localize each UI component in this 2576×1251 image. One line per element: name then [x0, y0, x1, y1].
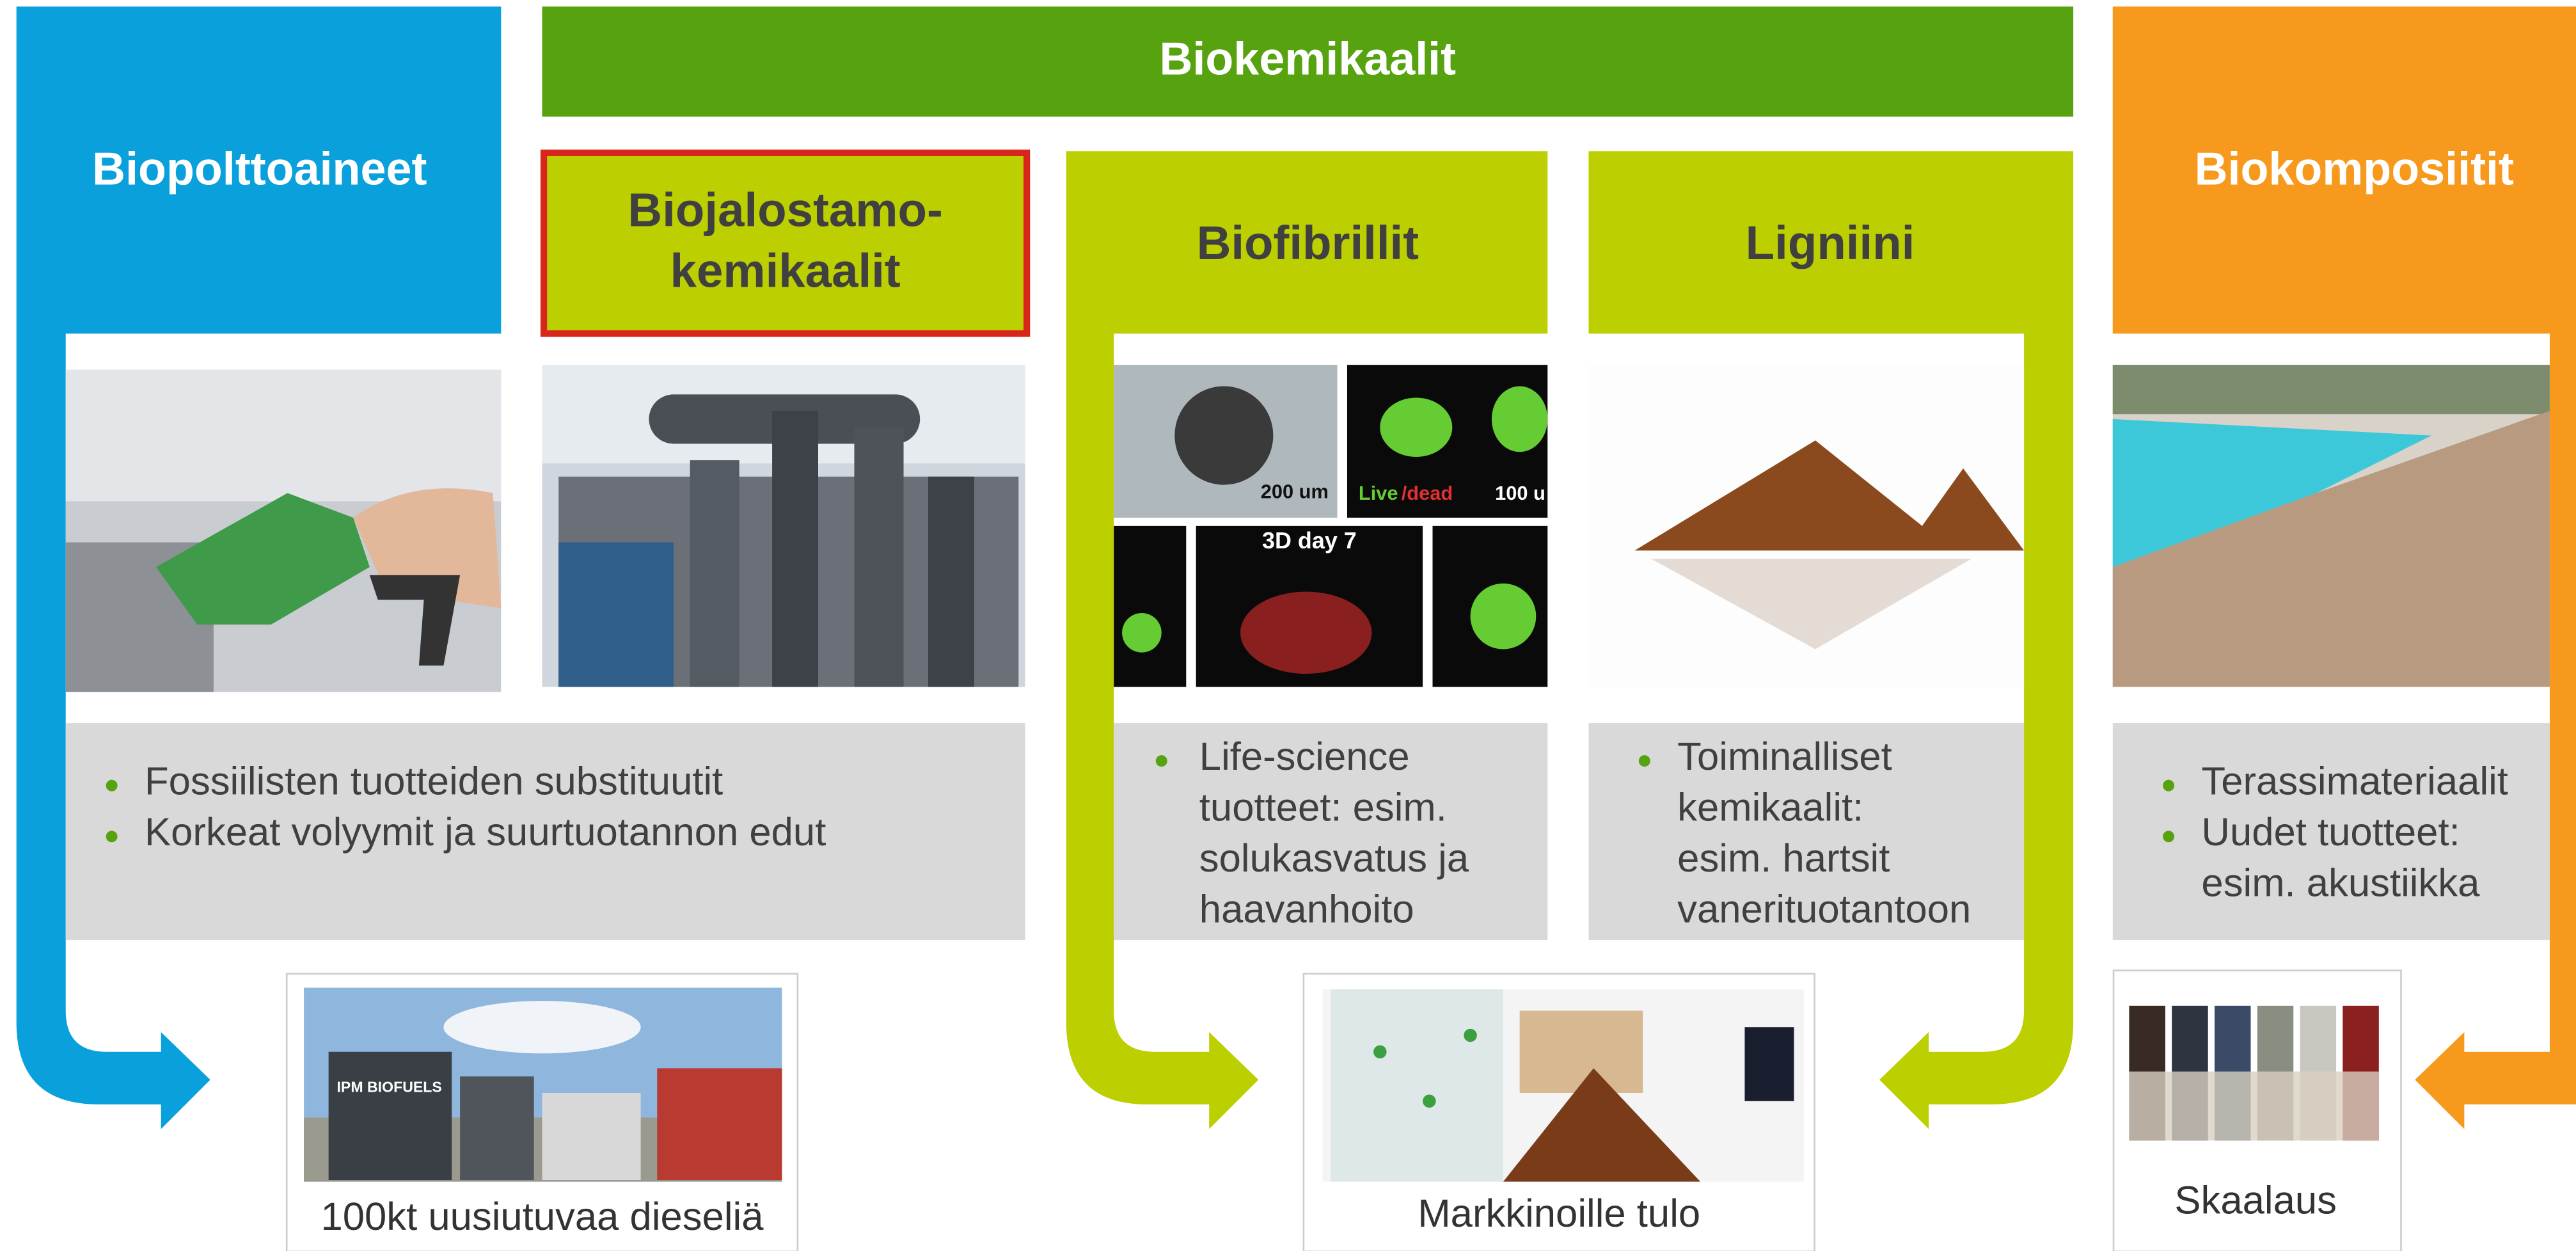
bullet	[106, 780, 118, 792]
bullet-text: Toiminalliset	[1677, 735, 1892, 779]
outcome-caption: Markkinoille tulo	[1418, 1191, 1700, 1236]
bullet	[106, 831, 118, 842]
banner-title: Biokemikaalit	[1160, 34, 1457, 85]
bullet-text: Korkeat volyymit ja suurtuotannon edut	[145, 810, 826, 854]
column-title: Biofibrillit	[1197, 216, 1419, 269]
bullet-text: tuotteet: esim.	[1199, 785, 1447, 829]
outcome-caption: Skaalaus	[2174, 1178, 2337, 1222]
column-title: Biokomposiitit	[2195, 144, 2514, 195]
biofuel-plant-image: IPM BIOFUELS	[304, 988, 782, 1182]
fuel-image	[66, 370, 502, 692]
bullet-text: kemikaalit:	[1677, 785, 1863, 829]
image-label: IPM BIOFUELS	[337, 1078, 442, 1095]
microscopy-image: 200 um Live /dead 100 u 3D day 7	[1114, 365, 1547, 687]
bullet-text: haavanhoito	[1199, 888, 1414, 932]
column-title: Biojalostamo-	[628, 184, 942, 237]
slide: Biopolttoaineet Biokemikaalit Biojalosta…	[0, 0, 2576, 1251]
bullet	[2163, 780, 2174, 792]
bullet	[1156, 755, 1167, 767]
deck-image	[2113, 365, 2550, 687]
column-title: Biopolttoaineet	[92, 144, 427, 195]
refinery-image	[542, 365, 1025, 687]
image-label: 200 um	[1261, 481, 1329, 503]
lignin-image	[1588, 365, 2024, 687]
bullet-text: esim. akustiikka	[2201, 861, 2480, 905]
image-label: /dead	[1402, 482, 1453, 504]
column-header	[544, 153, 1027, 334]
bullet-text: Life-science	[1199, 735, 1410, 779]
column-title: kemikaalit	[670, 244, 901, 298]
bullet-text: esim. hartsit	[1677, 836, 1890, 880]
bullet	[1639, 755, 1650, 767]
bullet-text: solukasvatus ja	[1199, 836, 1469, 880]
column-title: Ligniini	[1746, 216, 1915, 269]
image-label: 3D day 7	[1262, 527, 1357, 554]
outcome-caption: 100kt uusiutuvaa dieseliä	[320, 1195, 764, 1239]
products-image	[1322, 989, 1803, 1181]
bullet	[2163, 831, 2174, 842]
image-label: Live	[1359, 482, 1398, 504]
bullet-text: vanerituotantoon	[1677, 888, 1971, 932]
image-label: 100 u	[1495, 482, 1545, 504]
bullet-text: Uudet tuotteet:	[2201, 810, 2460, 854]
bullet-text: Terassimateriaalit	[2201, 759, 2508, 803]
bullet-text: Fossiilisten tuotteiden substituutit	[145, 759, 723, 803]
